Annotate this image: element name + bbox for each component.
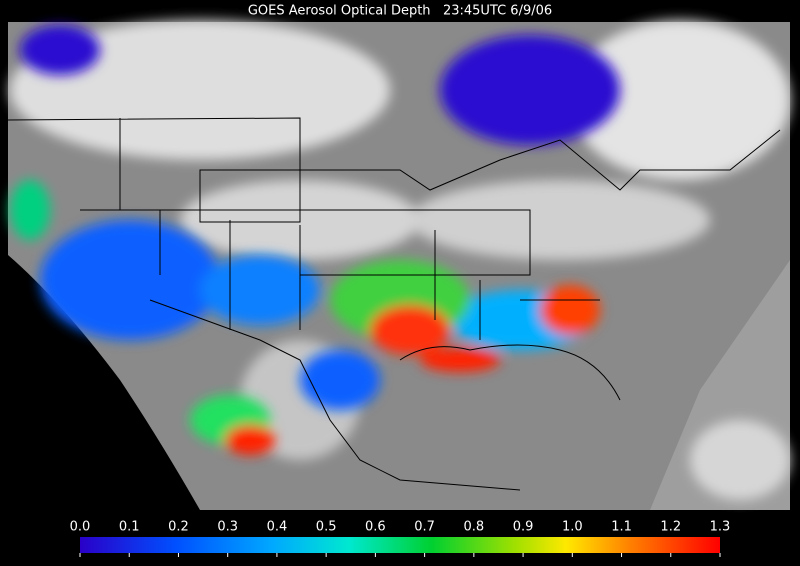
colorbar-tick-label: 0.1 xyxy=(119,520,140,535)
colorbar-tick-label: 0.6 xyxy=(365,520,386,535)
colorbar-tick-label: 1.3 xyxy=(710,520,731,535)
colorbar-tick-label: 0.4 xyxy=(267,520,288,535)
colorbar xyxy=(80,537,720,553)
colorbar-tick-label: 1.2 xyxy=(660,520,681,535)
colorbar-tick-label: 0.0 xyxy=(70,520,91,535)
colorbar-tick-label: 1.0 xyxy=(562,520,583,535)
colorbar-tick-label: 0.5 xyxy=(316,520,337,535)
satellite-image xyxy=(7,20,790,510)
colorbar-tick-label: 0.2 xyxy=(168,520,189,535)
colorbar-tick-label: 0.3 xyxy=(217,520,238,535)
colorbar-tick-label: 0.9 xyxy=(513,520,534,535)
colorbar-tick-label: 0.8 xyxy=(464,520,485,535)
map-title: GOES Aerosol Optical Depth 23:45UTC 6/9/… xyxy=(248,4,552,19)
colorbar-tick-label: 1.1 xyxy=(611,520,632,535)
colorbar-tick-label: 0.7 xyxy=(414,520,435,535)
